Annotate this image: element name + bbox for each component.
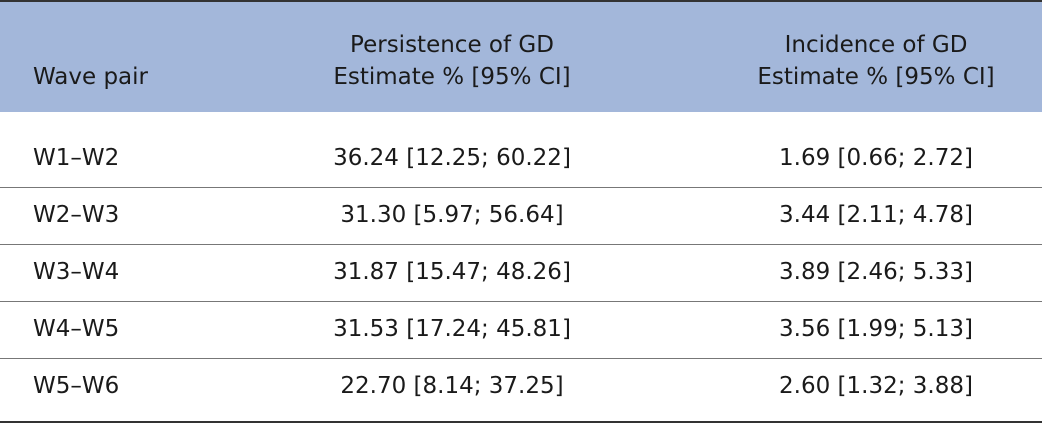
- header-band: [0, 0, 1042, 112]
- table-cell: 3.44 [2.11; 4.78]: [779, 202, 973, 228]
- row-separator: [0, 357, 1042, 359]
- table-cell: 1.69 [0.66; 2.72]: [779, 145, 973, 171]
- table-cell: 22.70 [8.14; 37.25]: [340, 373, 564, 399]
- table-cell: W4–W5: [33, 316, 120, 342]
- header-cell: Persistence of GD: [350, 32, 554, 58]
- header-cell: Estimate % [95% CI]: [757, 64, 995, 90]
- table-cell: W2–W3: [33, 202, 120, 228]
- table-cell: 36.24 [12.25; 60.22]: [333, 145, 571, 171]
- header-cell: Estimate % [95% CI]: [333, 64, 571, 90]
- row-separator: [0, 186, 1042, 188]
- table-cell: W5–W6: [33, 373, 120, 399]
- row-separator: [0, 243, 1042, 245]
- table-cell: 2.60 [1.32; 3.88]: [779, 373, 973, 399]
- table-cell: 3.56 [1.99; 5.13]: [779, 316, 973, 342]
- table-cell: 31.53 [17.24; 45.81]: [333, 316, 571, 342]
- table-cell: W1–W2: [33, 145, 120, 171]
- table-cell: 3.89 [2.46; 5.33]: [779, 259, 973, 285]
- table-bottom-rule: [0, 421, 1042, 423]
- header-cell: Wave pair: [33, 64, 148, 90]
- table-cell: 31.30 [5.97; 56.64]: [340, 202, 564, 228]
- row-separator: [0, 300, 1042, 302]
- header-cell: Incidence of GD: [784, 32, 968, 58]
- table-cell: 31.87 [15.47; 48.26]: [333, 259, 571, 285]
- table-cell: W3–W4: [33, 259, 120, 285]
